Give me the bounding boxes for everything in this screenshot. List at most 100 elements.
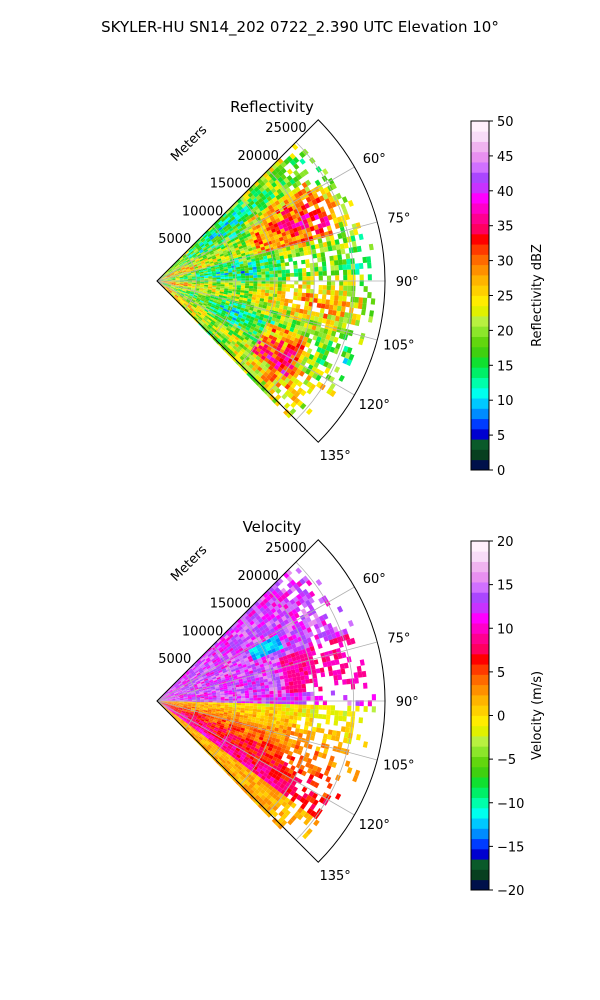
radar-gate <box>248 250 254 255</box>
radar-gate <box>267 299 273 304</box>
radar-gate <box>290 743 296 749</box>
radar-gate <box>284 193 291 200</box>
radar-gate <box>200 663 205 668</box>
radar-gate <box>283 402 291 409</box>
radar-gate <box>224 702 229 705</box>
radar-gate <box>166 704 171 707</box>
radar-gate <box>250 255 255 260</box>
radar-gate <box>259 663 265 668</box>
radar-gate <box>299 764 305 771</box>
radar-gate <box>283 239 289 244</box>
radar-gate <box>313 224 319 231</box>
radar-gate <box>163 702 168 704</box>
radar-gate <box>181 268 186 271</box>
radar-gate <box>237 674 242 678</box>
radar-gate <box>232 707 237 710</box>
radar-gate <box>247 197 253 203</box>
radar-gate <box>277 617 284 624</box>
radar-gate <box>227 331 233 336</box>
radar-gate <box>235 222 241 228</box>
radar-gate <box>219 328 225 333</box>
radar-gate <box>312 335 318 341</box>
radar-gate <box>247 218 253 224</box>
radar-gate <box>174 286 179 289</box>
sector-frame <box>156 119 386 443</box>
radar-gate <box>287 225 293 231</box>
radar-gate <box>248 648 254 653</box>
radar-gate <box>174 272 179 275</box>
radar-gate <box>243 682 248 686</box>
radar-gate <box>183 697 188 699</box>
radar-gate <box>250 675 255 680</box>
radar-gate <box>200 734 205 738</box>
radar-gate <box>262 623 268 630</box>
radar-gate <box>247 192 254 198</box>
radar-gate <box>342 290 348 297</box>
radar-gate <box>282 309 287 314</box>
radar-gate <box>269 703 274 708</box>
radar-gate <box>237 751 243 757</box>
radar-gate <box>241 672 246 677</box>
radar-gate <box>163 698 168 700</box>
radar-gate <box>233 675 238 679</box>
radar-gate <box>232 325 237 330</box>
radar-gate <box>325 299 330 305</box>
radar-gate <box>203 269 208 272</box>
radar-gate <box>204 719 209 722</box>
radar-gate <box>206 312 212 317</box>
radar-gate <box>272 651 278 657</box>
radar-gate <box>228 270 233 273</box>
radar-gate <box>287 358 294 365</box>
radar-gate <box>235 327 241 332</box>
radar-gate <box>291 739 297 745</box>
radar-gate <box>322 266 327 272</box>
radar-gate <box>260 209 267 215</box>
radar-gate <box>286 670 292 675</box>
radar-gate <box>304 332 310 338</box>
radar-gate <box>241 210 247 216</box>
radar-gate <box>191 672 196 676</box>
radar-gate <box>208 309 213 313</box>
radar-gate <box>275 775 281 782</box>
radar-gate <box>232 331 238 337</box>
radar-gate <box>210 664 216 669</box>
radar-gate <box>342 237 348 244</box>
radar-gate <box>359 280 364 287</box>
radar-gate <box>204 704 209 707</box>
radar-gate <box>300 675 305 681</box>
radar-gate <box>194 258 199 262</box>
radar-gate <box>215 657 221 661</box>
radar-gate <box>195 720 200 724</box>
radar-gate <box>327 214 333 221</box>
radar-gate <box>240 333 246 339</box>
radar-gate <box>314 695 319 701</box>
radar-gate <box>244 293 249 297</box>
radar-gate <box>163 699 168 701</box>
radar-gate <box>313 293 319 299</box>
radar-gate <box>212 274 217 277</box>
radar-gate <box>268 296 273 301</box>
radar-gate <box>330 290 335 296</box>
radar-gate <box>199 678 204 682</box>
radar-gate <box>302 628 309 635</box>
radar-gate <box>259 313 265 318</box>
radar-gate <box>220 691 225 694</box>
radar-gate <box>178 681 182 685</box>
radar-gate <box>247 296 253 300</box>
radar-gate <box>248 291 253 295</box>
radar-gate <box>222 262 227 266</box>
radar-gate <box>268 641 274 647</box>
radar-gate <box>302 276 307 281</box>
radar-gate <box>180 678 185 682</box>
radar-gate <box>208 702 213 704</box>
radar-gate <box>221 753 227 758</box>
radar-gate <box>255 224 261 230</box>
radar-gate <box>244 270 249 274</box>
radar-gate <box>247 617 253 623</box>
radar-gate <box>223 751 228 756</box>
radar-gate <box>325 319 331 325</box>
radar-gate <box>284 377 291 384</box>
radar-gate <box>280 679 285 684</box>
radar-gate <box>278 777 285 784</box>
radar-gate <box>304 752 310 758</box>
